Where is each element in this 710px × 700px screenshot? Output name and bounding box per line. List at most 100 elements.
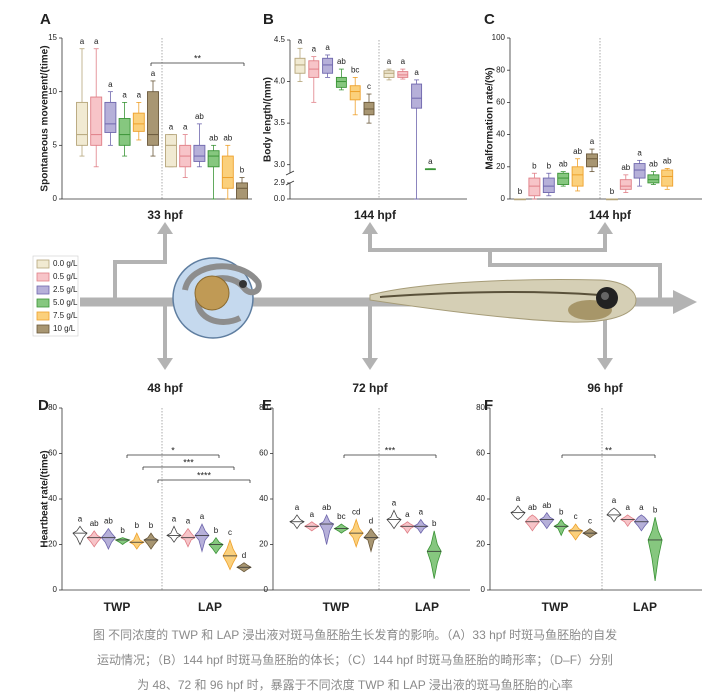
y-axis-label: Spontaneous movement/(time) — [40, 45, 51, 191]
group-letter: a — [169, 123, 174, 132]
time-label: 144 hpf — [354, 208, 397, 222]
violin — [166, 525, 182, 543]
group-letter: ab — [90, 519, 99, 528]
box — [542, 177, 555, 194]
group-letter: ab — [559, 160, 568, 169]
time-label: 48 hpf — [147, 381, 183, 395]
legend-swatch — [36, 285, 50, 295]
y-tick-label: 20 — [496, 162, 505, 171]
y-axis-label: Heartbeat rate/(time) — [40, 450, 51, 547]
group-letter: a — [516, 494, 521, 503]
violin — [319, 513, 335, 545]
violin — [114, 537, 131, 545]
group-letter: ab — [209, 133, 218, 142]
group-letter: b — [547, 161, 552, 170]
group-letter: a — [612, 496, 617, 505]
box — [90, 96, 103, 146]
y-tick-label: 5 — [53, 140, 58, 149]
group-letter: a — [122, 91, 127, 100]
y-tick-label: 40 — [496, 130, 505, 139]
legend-label: 7.5 g/L — [53, 311, 78, 320]
group-letter: ab — [573, 147, 582, 156]
group-letter: c — [367, 82, 371, 91]
group-letter: ab — [337, 57, 346, 66]
group-letter: bc — [351, 66, 359, 75]
y-tick-label: 3.0 — [274, 160, 286, 169]
y-tick-label: 3.5 — [274, 118, 286, 127]
y-axis-label: Body length/(mm) — [263, 77, 274, 162]
y-tick-label: 80 — [496, 65, 505, 74]
violin — [567, 523, 584, 541]
legend-swatch — [36, 324, 50, 334]
legend-swatch — [36, 298, 50, 308]
group-label: LAP — [198, 600, 222, 614]
group-letter: b — [532, 161, 537, 170]
group-letter: d — [369, 517, 373, 526]
box — [647, 174, 660, 184]
group-letter: b — [653, 505, 658, 514]
group-letter: a — [325, 43, 330, 52]
y-tick-label: 0.0 — [274, 194, 286, 203]
box — [571, 166, 584, 187]
group-letter: a — [428, 157, 433, 166]
y-tick-label: 40 — [476, 494, 485, 503]
violin — [208, 536, 224, 555]
box — [322, 57, 334, 74]
legend-swatch — [36, 311, 50, 321]
legend: 0.0 g/L 0.5 g/L 2.5 g/L 5.0 g/L 7.5 g/L 10 g/… — [32, 255, 79, 337]
group-letter: ab — [663, 157, 672, 166]
group-label: TWP — [542, 600, 569, 614]
group-letter: a — [151, 69, 156, 78]
group-letter: a — [419, 508, 424, 517]
legend-swatch — [36, 272, 50, 282]
violin — [86, 530, 102, 548]
violin — [222, 538, 238, 571]
panel-label: D — [38, 397, 49, 414]
y-tick-label: 0 — [53, 585, 58, 594]
group-letter: b — [120, 526, 125, 535]
sig-label: * — [171, 445, 175, 455]
group-letter: b — [240, 166, 245, 175]
box — [132, 112, 145, 132]
group-letter: cd — [352, 508, 360, 517]
arrow-33 — [113, 232, 167, 302]
panel-label: A — [40, 11, 51, 28]
time-label: 33 hpf — [147, 208, 183, 222]
group-letter: ab — [542, 501, 551, 510]
violin — [100, 527, 116, 551]
box — [619, 179, 632, 190]
caption-line: 为 48、72 和 96 hpf 时，暴露于不同浓度 TWP 和 LAP 浸出液… — [137, 677, 573, 692]
violin — [143, 532, 159, 550]
legend-label: 2.5 g/L — [53, 285, 78, 294]
y-tick-label: 40 — [259, 494, 268, 503]
y-tick-label: 0 — [481, 585, 486, 594]
group-letter: a — [312, 45, 317, 54]
box — [528, 177, 541, 197]
group-letter: a — [392, 498, 397, 507]
box — [236, 182, 248, 200]
y-tick-label: 100 — [492, 33, 506, 42]
box — [349, 85, 361, 101]
group-letter: a — [80, 37, 85, 46]
box — [335, 76, 347, 88]
sig-label: **** — [197, 470, 212, 480]
y-tick-label: 20 — [259, 540, 268, 549]
box — [147, 91, 159, 146]
y-tick-label: 20 — [476, 540, 485, 549]
y-tick-label: 0 — [264, 585, 269, 594]
time-label: 144 hpf — [589, 208, 632, 222]
panel-label: C — [484, 11, 495, 28]
group-letter: ab — [621, 163, 630, 172]
sig-label: ** — [605, 445, 613, 455]
violin — [363, 527, 379, 553]
group-label: TWP — [104, 600, 131, 614]
group-letter: d — [242, 551, 246, 560]
y-tick-label: 15 — [48, 33, 57, 42]
violin — [194, 523, 210, 553]
group-letter: a — [590, 137, 595, 146]
arrow-heads — [157, 222, 697, 370]
y-tick-label: 80 — [48, 403, 57, 412]
group-label: LAP — [633, 600, 657, 614]
axis-break — [285, 170, 295, 176]
